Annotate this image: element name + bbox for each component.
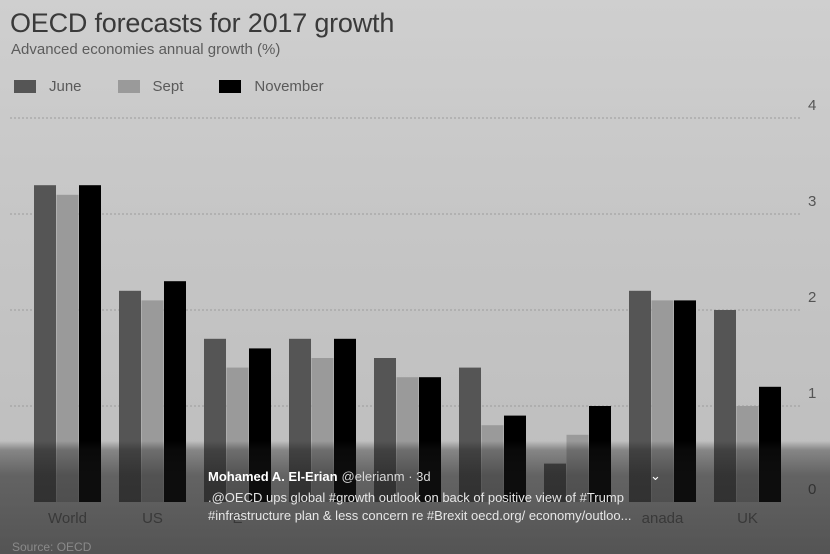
- tweet-overlay[interactable]: Mohamed A. El-Erian @elerianm · 3d ⌄ .@OE…: [0, 441, 830, 554]
- chart-subtitle: Advanced economies annual growth (%): [11, 41, 281, 58]
- legend-item-november: November: [219, 78, 324, 95]
- bar-world-sept: [56, 194, 79, 503]
- legend-label-june: June: [49, 78, 82, 95]
- tweet-handle: @elerianm · 3d: [341, 469, 431, 484]
- y-tick-label-1: 1: [808, 385, 816, 402]
- y-axis-ticks: 01234: [808, 97, 816, 498]
- y-tick-label-2: 2: [808, 289, 816, 306]
- chart-title: OECD forecasts for 2017 growth: [10, 8, 395, 38]
- legend-swatch-november: [219, 80, 242, 93]
- legend-swatch-june: [14, 80, 36, 93]
- y-tick-label-3: 3: [808, 193, 816, 210]
- legend-label-sept: Sept: [152, 78, 184, 95]
- chart-legend: June Sept November: [14, 78, 360, 95]
- tweet-text: .@OECD ups global #growth outlook on bac…: [208, 490, 632, 523]
- chart-source: Source: OECD: [12, 540, 92, 554]
- tweet-author[interactable]: Mohamed A. El-Erian: [208, 469, 338, 484]
- legend-item-june: June: [14, 78, 82, 95]
- legend-item-sept: Sept: [117, 78, 184, 95]
- tweet-header: Mohamed A. El-Erian @elerianm · 3d: [208, 469, 431, 484]
- bar-world-june: [34, 185, 56, 502]
- y-tick-label-4: 4: [808, 97, 816, 114]
- legend-swatch-sept: [117, 80, 140, 93]
- legend-label-november: November: [254, 78, 324, 95]
- chevron-down-icon[interactable]: ⌄: [650, 468, 661, 483]
- bar-world-november: [79, 185, 101, 502]
